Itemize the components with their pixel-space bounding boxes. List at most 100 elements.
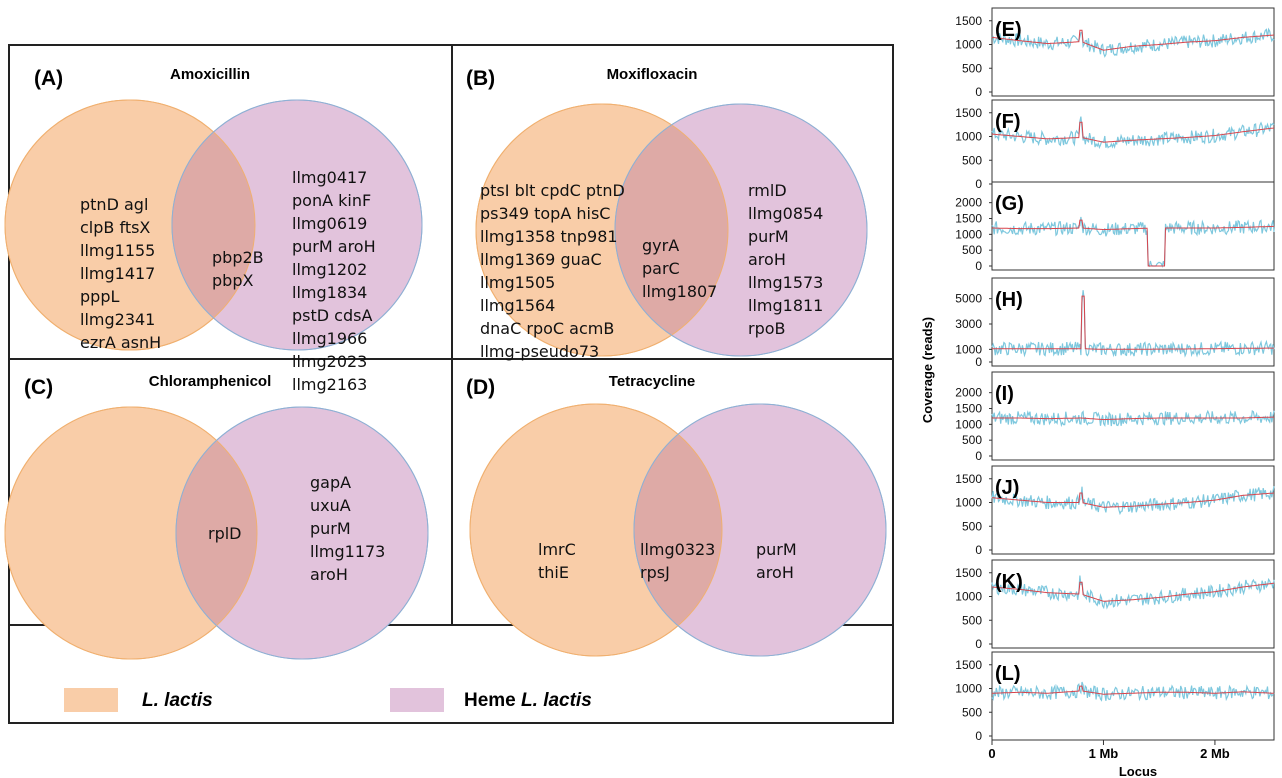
legend: L. lactis Heme L. lactis <box>64 688 592 712</box>
gene-right: llmg0417 <box>292 168 367 187</box>
y-tick-label: 1500 <box>955 14 982 28</box>
gene-right: aroH <box>310 565 348 584</box>
legend-label-lactis: L. lactis <box>142 690 213 711</box>
coverage-raw-series <box>991 27 1275 58</box>
y-axis-title: Coverage (reads) <box>920 317 935 423</box>
y-tick-label: 1000 <box>955 590 982 604</box>
plot-frame <box>991 181 1275 271</box>
panel-letter: (J) <box>995 477 1019 499</box>
circle-heme-lactis-outline <box>171 99 423 351</box>
legend-divider <box>10 624 892 626</box>
y-tick-label: 0 <box>975 85 982 99</box>
panel-letter: (B) <box>466 67 495 90</box>
gene-right: purM <box>310 519 351 538</box>
gene-right: llmg0854 <box>748 204 823 223</box>
plot-frame <box>991 371 1275 461</box>
circle-lactis-outline <box>4 406 258 660</box>
circle-overlap <box>634 404 722 656</box>
panel-letter: (K) <box>995 571 1023 593</box>
y-tick-label: 500 <box>962 243 982 257</box>
gene-right: llmg1173 <box>310 542 385 561</box>
y-tick-label: 1000 <box>955 496 982 510</box>
gene-left: llmg1417 <box>80 264 155 283</box>
y-tick-label: 1000 <box>955 130 982 144</box>
legend-swatch-lactis <box>64 688 118 712</box>
coverage-panel-1: 0 500 1000 1500 (F) <box>955 99 1275 191</box>
gene-left: ezrA asnH <box>80 333 161 352</box>
coverage-panel-6: 0 500 1000 1500 (K) <box>955 559 1275 651</box>
y-tick-label: 0 <box>975 177 982 191</box>
gene-left: ps349 topA hisC <box>480 204 610 223</box>
plot-frame <box>991 465 1275 555</box>
coverage-raw-series <box>991 290 1275 358</box>
y-tick-label: 1000 <box>955 417 982 431</box>
coverage-smoothed-series <box>992 219 1274 267</box>
circle-heme-lactis-outline <box>614 103 868 357</box>
circle-overlap <box>615 104 728 356</box>
y-tick-label: 1500 <box>955 402 982 416</box>
panel-letter: (G) <box>995 193 1024 215</box>
gene-right: aroH <box>748 250 786 269</box>
y-tick-label: 500 <box>962 705 982 719</box>
coverage-smoothed-series <box>991 121 1275 143</box>
gene-right: rpoB <box>748 319 786 338</box>
circle-lactis-outline <box>469 403 723 657</box>
gene-right: purM <box>756 540 797 559</box>
circle-heme-lactis-outline <box>633 403 887 657</box>
y-tick-label: 2000 <box>955 386 982 400</box>
circle-heme-lactis-outline <box>175 406 429 660</box>
venn-figure-frame <box>8 44 894 724</box>
x-tick-label: 0 <box>988 746 995 761</box>
y-tick-label: 0 <box>975 449 982 463</box>
gene-left: llmg1155 <box>80 241 155 260</box>
gene-right: gapA <box>310 473 351 492</box>
y-tick-label: 500 <box>962 61 982 75</box>
y-tick-label: 500 <box>962 433 982 447</box>
panel-title: Moxifloxacin <box>607 66 698 83</box>
panel-letter: (F) <box>995 111 1021 133</box>
gene-overlap: pbp2B <box>212 248 264 267</box>
y-tick-label: 0 <box>975 259 982 273</box>
gene-left: llmg1564 <box>480 296 555 315</box>
panel-letter: (C) <box>24 376 53 399</box>
venn-panel-0: (A) Amoxicillin ptnD agl clpB ftsX llmg1155 l… <box>4 66 423 394</box>
gene-right: llmg2023 <box>292 352 367 371</box>
gene-overlap: parC <box>642 259 680 278</box>
gene-right: llmg2163 <box>292 375 367 394</box>
panel-title: Tetracycline <box>609 373 695 390</box>
coverage-smoothed-series <box>991 29 1275 51</box>
gene-left: thiE <box>538 563 569 582</box>
gene-right: llmg1573 <box>748 273 823 292</box>
panel-letter: (L) <box>995 663 1021 685</box>
circle-lactis-outline <box>4 99 256 351</box>
gene-left: clpB ftsX <box>80 218 150 237</box>
panel-letter: (D) <box>466 376 495 399</box>
column-divider <box>451 46 453 624</box>
venn-panel-1: (B) Moxifloxacin ptsI blt cpdC ptnD ps349 t… <box>466 66 868 361</box>
x-tick-label: 2 Mb <box>1200 746 1230 761</box>
y-tick-label: 1000 <box>955 342 982 356</box>
panel-title: Chloramphenicol <box>149 373 272 390</box>
gene-right: pstD cdsA <box>292 306 372 325</box>
gene-right: rmlD <box>748 181 787 200</box>
gene-right: uxuA <box>310 496 351 515</box>
gene-overlap: gyrA <box>642 236 679 255</box>
y-tick-label: 1500 <box>955 566 982 580</box>
circle-overlap <box>176 407 257 659</box>
legend-label-heme-lactis: Heme L. lactis <box>464 690 592 711</box>
y-tick-label: 0 <box>975 355 982 369</box>
gene-left: lmrC <box>538 540 576 559</box>
y-tick-label: 0 <box>975 637 982 651</box>
gene-left: llmg1369 guaC <box>480 250 602 269</box>
venn-panel-3: (D) Tetracycline lmrC thiE llmg0323 rpsJ purM a… <box>466 373 887 657</box>
gene-overlap: rplD <box>208 524 242 543</box>
y-tick-label: 3000 <box>955 317 982 331</box>
y-tick-label: 5000 <box>955 292 982 306</box>
gene-overlap: llmg1807 <box>642 282 717 301</box>
coverage-smoothed-series <box>992 416 1274 421</box>
gene-right: llmg1202 <box>292 260 367 279</box>
plot-frame <box>991 99 1275 189</box>
y-tick-label: 500 <box>962 153 982 167</box>
